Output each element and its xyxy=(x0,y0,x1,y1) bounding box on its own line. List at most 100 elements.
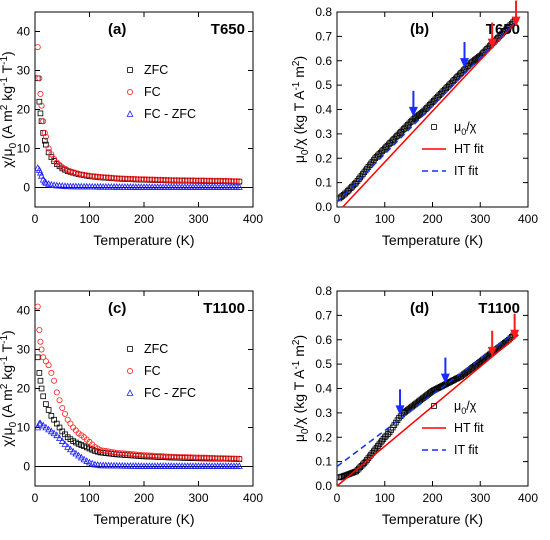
y-axis-label-part: -1 xyxy=(291,360,302,369)
data-point xyxy=(64,167,71,174)
arrow-head xyxy=(395,405,405,416)
data-point xyxy=(42,423,50,431)
y-axis-label-part: /χ (kg T A xyxy=(291,90,307,150)
y-axis-label-part: μ xyxy=(291,155,307,163)
y-axis-label-part: ) xyxy=(0,330,15,335)
legend: ZFC FC FC - ZFC xyxy=(126,63,196,121)
data-point xyxy=(37,377,44,384)
y-axis-label-part: -1 xyxy=(0,356,10,365)
series-fc xyxy=(34,44,243,185)
data-point xyxy=(56,397,63,404)
data-point xyxy=(40,393,46,400)
y-axis-label-part: μ xyxy=(291,434,307,442)
data-point xyxy=(383,432,390,439)
transition-arrow xyxy=(395,389,405,416)
panel-letter: (b) xyxy=(410,21,429,38)
legend-label: IT fit xyxy=(454,443,479,457)
data-point xyxy=(34,303,41,310)
legend-label: ZFC xyxy=(144,342,168,356)
legend-marker xyxy=(127,367,134,374)
y-tick-label: 0.1 xyxy=(315,176,332,190)
data-point xyxy=(53,431,61,439)
legend-label: HT fit xyxy=(454,421,484,435)
data-point xyxy=(72,449,80,457)
legend: μ0/χ HT fit IT fit xyxy=(422,399,484,457)
y-tick-label: 0.0 xyxy=(315,200,332,214)
data-point xyxy=(34,44,41,51)
panel-d: 0 100 200 300 4000.00.10.20.30.40.50.60.70.8… xyxy=(291,284,538,527)
x-tick-label: 100 xyxy=(375,491,395,505)
y-axis-label-part: (A m xyxy=(0,389,15,422)
data-point xyxy=(34,423,42,431)
data-point xyxy=(40,118,47,125)
y-axis-label-part: ) xyxy=(0,51,15,56)
y-axis-label-part: χ/μ xyxy=(0,427,15,446)
data-point xyxy=(45,407,52,413)
data-point xyxy=(81,171,88,178)
y-tick-label: 0.2 xyxy=(315,151,332,165)
y-axis-label-part: kg xyxy=(0,86,15,105)
y-tick-label: 0 xyxy=(23,181,30,195)
legend-marker xyxy=(127,89,134,96)
legend-marker xyxy=(431,403,437,409)
data-point xyxy=(235,183,243,190)
x-tick-label: 0 xyxy=(334,212,341,226)
y-axis-label-part: ) xyxy=(291,56,307,61)
y-tick-label: 10 xyxy=(17,142,31,156)
data-point xyxy=(36,75,43,82)
data-point xyxy=(53,389,60,396)
y-tick-label: 0.3 xyxy=(315,406,332,420)
x-tick-label: 100 xyxy=(79,212,99,226)
x-tick-label: 0 xyxy=(334,491,341,505)
y-axis-label-part: 0 xyxy=(8,421,19,427)
data-point xyxy=(338,474,344,480)
y-tick-label: 0.7 xyxy=(315,308,332,322)
legend-label-part: 0 xyxy=(461,406,466,416)
it-fit-line xyxy=(336,18,519,203)
data-point xyxy=(339,473,346,480)
data-point xyxy=(69,447,77,455)
y-axis-label-part: -1 xyxy=(0,77,10,86)
series-inverse-susceptibility xyxy=(336,17,518,202)
data-point xyxy=(58,437,66,444)
y-tick-label: 0.2 xyxy=(315,430,332,444)
data-point xyxy=(37,90,44,97)
data-point xyxy=(66,445,74,453)
data-point xyxy=(41,129,48,136)
data-point xyxy=(38,171,45,179)
y-tick-label: 0.1 xyxy=(315,455,332,469)
y-axis-label: χ/μ0 (A m2 kg-1 T-1) xyxy=(0,51,19,167)
data-point xyxy=(36,419,44,427)
x-tick-label: 100 xyxy=(375,212,395,226)
data-point xyxy=(43,401,49,407)
data-point xyxy=(45,362,52,369)
x-tick-label: 200 xyxy=(134,212,154,226)
data-point xyxy=(42,133,49,140)
legend-label: FC xyxy=(144,85,161,99)
y-axis-label-part: (A m xyxy=(0,110,15,143)
y-tick-label: 0.8 xyxy=(315,284,332,298)
data-point xyxy=(77,453,85,461)
legend-marker xyxy=(126,389,134,396)
y-tick-label: 10 xyxy=(17,421,31,435)
y-axis-label: χ/μ0 (A m2 kg-1 T-1) xyxy=(0,330,19,446)
y-axis-label-part: /χ (kg T A xyxy=(291,369,307,429)
x-axis-label: Temperature (K) xyxy=(382,511,483,527)
transition-arrow xyxy=(510,313,520,340)
data-point xyxy=(42,137,48,144)
data-point xyxy=(51,377,58,384)
data-point xyxy=(34,354,41,361)
legend-label-part: /χ xyxy=(466,120,476,134)
data-point xyxy=(41,177,49,185)
transition-arrow xyxy=(408,90,418,117)
y-axis-label-part: T xyxy=(0,64,15,77)
data-point xyxy=(61,440,69,447)
x-axis-label: Temperature (K) xyxy=(382,232,483,248)
y-axis-label-part: m xyxy=(291,345,307,361)
y-tick-label: 30 xyxy=(17,64,31,78)
data-point xyxy=(80,455,88,463)
arrow-head xyxy=(511,16,521,27)
data-point xyxy=(36,326,43,333)
y-tick-label: 0.0 xyxy=(315,479,332,493)
